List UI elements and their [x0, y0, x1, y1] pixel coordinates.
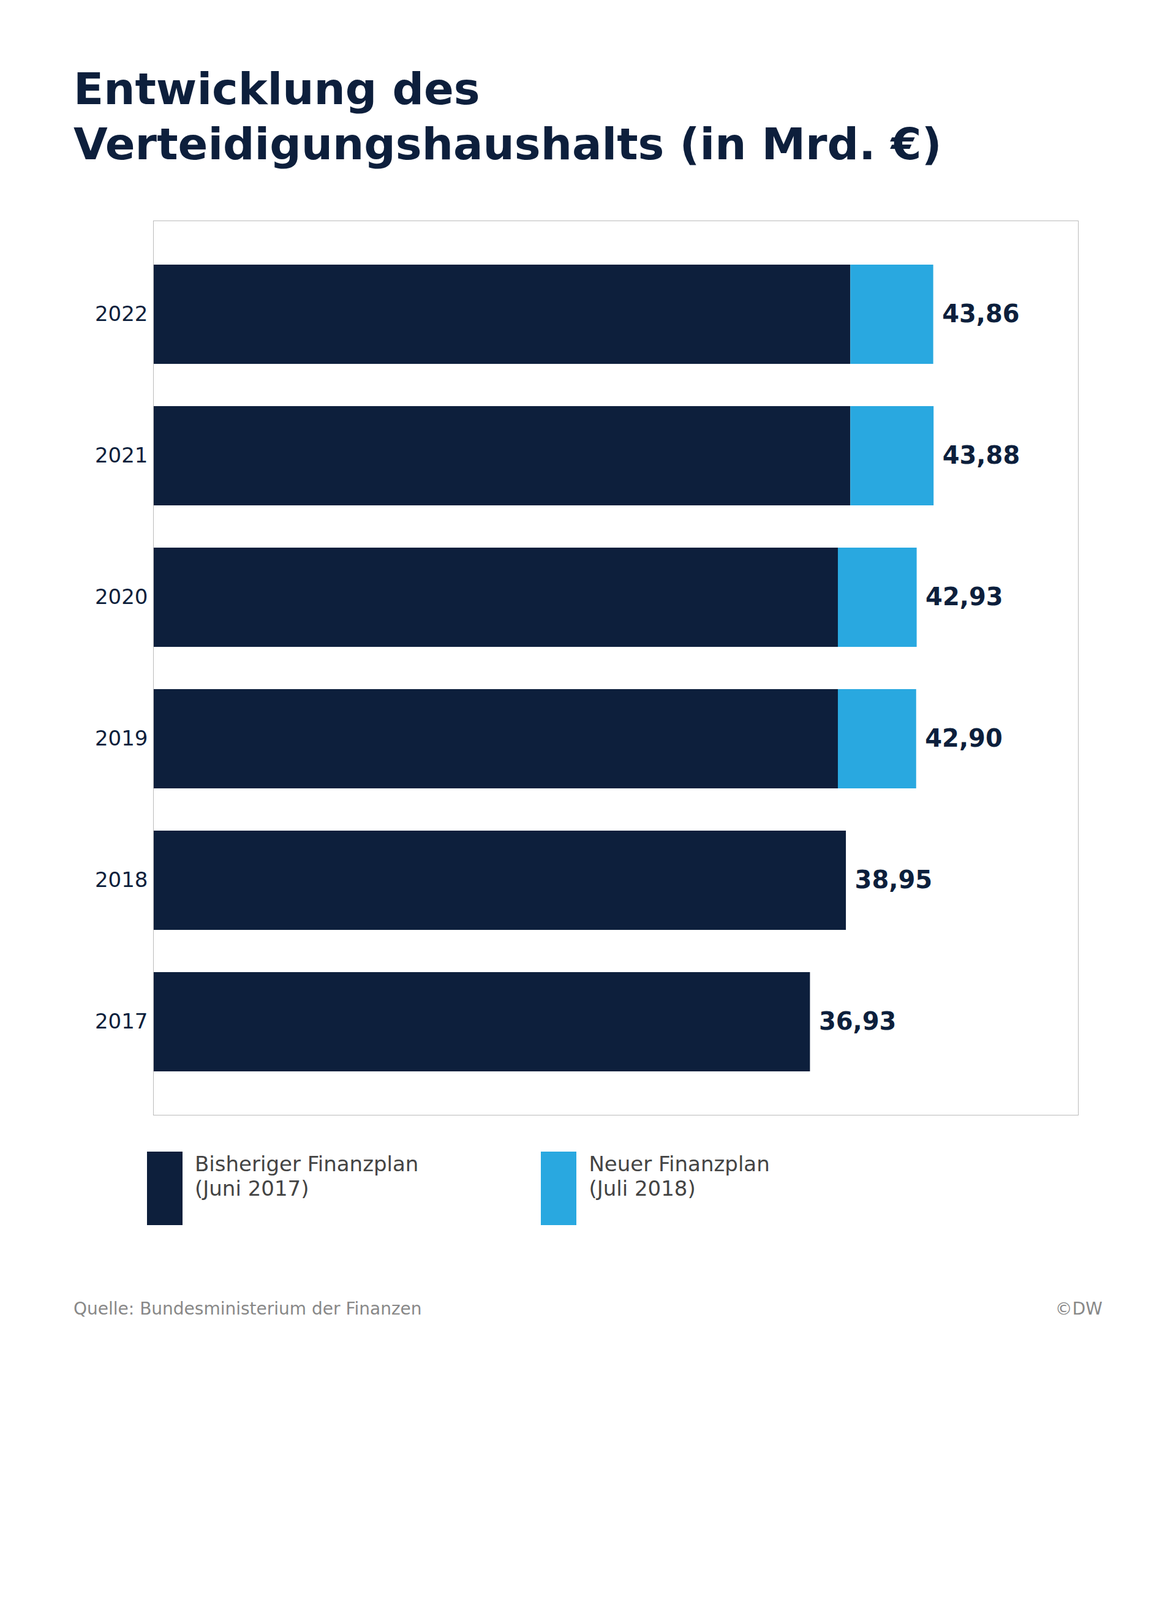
svg-text:2019: 2019	[94, 725, 149, 751]
svg-text:42,90: 42,90	[924, 723, 1003, 753]
svg-text:42,93: 42,93	[925, 582, 1004, 611]
html-text:©DW: ©DW	[1055, 1298, 1103, 1319]
svg-text:2022: 2022	[94, 301, 149, 326]
svg-text:43,88: 43,88	[942, 441, 1021, 470]
svg-text:38,95: 38,95	[855, 865, 933, 894]
html-text:Neuer Finanzplan (Juli 2018): Neuer Finanzplan (Juli 2018)	[588, 1151, 770, 1201]
svg-text:43,86: 43,86	[942, 299, 1020, 328]
svg-text:2017: 2017	[94, 1008, 149, 1034]
svg-text:36,93: 36,93	[818, 1006, 897, 1036]
html-text:Quelle: Bundesministerium der: Quelle: Bundesministerium der Finanzen	[73, 1298, 422, 1319]
html-text:Entwicklung des Verteidigungsh: Entwicklung des Verteidigungshaushalts (…	[73, 63, 942, 170]
svg-text:2018: 2018	[94, 867, 149, 892]
html-text:Bisheriger Finanzplan (Juni 20: Bisheriger Finanzplan (Juni 2017)	[194, 1151, 419, 1201]
svg-text:2021: 2021	[94, 442, 149, 468]
svg-text:2020: 2020	[94, 584, 149, 609]
